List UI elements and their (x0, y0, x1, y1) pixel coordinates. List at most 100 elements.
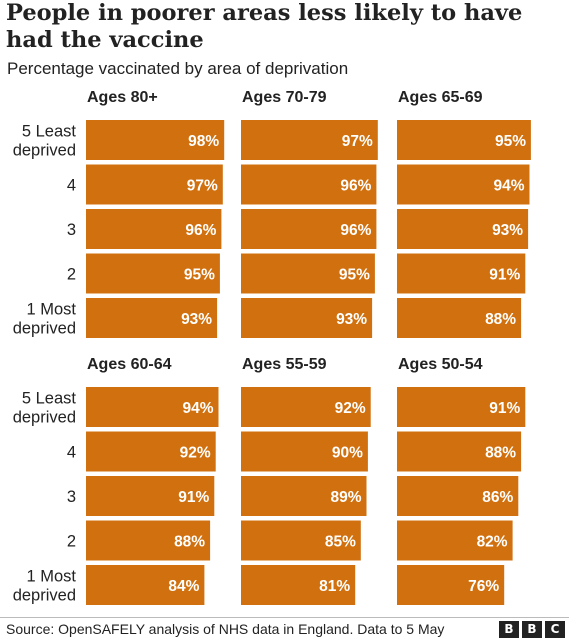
bar-value-label: 92% (180, 445, 211, 462)
bar-value-label: 94% (182, 400, 213, 417)
bar-value-label: 88% (174, 534, 205, 551)
bbc-logo: B B C (499, 621, 565, 638)
bar (241, 387, 371, 427)
category-label: 4 (67, 177, 76, 195)
bar (86, 565, 205, 605)
category-label: 2 (67, 533, 76, 551)
bar-value-label: 91% (489, 400, 520, 417)
bar-value-label: 86% (482, 489, 513, 506)
category-label-line: 4 (67, 177, 76, 195)
bar-value-label: 93% (181, 311, 212, 328)
category-label-line: deprived (13, 142, 76, 160)
category-label-line: 2 (67, 533, 76, 551)
category-label-line: deprived (13, 320, 76, 338)
bar (241, 431, 368, 472)
bar (241, 476, 367, 516)
bar (86, 120, 225, 160)
bar (241, 565, 356, 605)
bar (86, 431, 216, 472)
bar-value-label: 97% (342, 133, 373, 150)
category-label-line: 5 Least (22, 123, 77, 141)
panel-title: Ages 65-69 (398, 89, 483, 106)
bar-value-label: 94% (493, 178, 524, 195)
bar (86, 520, 211, 561)
category-label: 3 (67, 221, 76, 239)
bar (397, 476, 519, 516)
bar (86, 476, 215, 516)
panel-title: Ages 70-79 (242, 89, 327, 106)
category-label-line: 1 Most (26, 301, 76, 319)
bar-value-label: 93% (336, 311, 367, 328)
bar (241, 298, 373, 338)
bar (86, 298, 218, 338)
bar-value-label: 96% (340, 178, 371, 195)
bar (397, 164, 530, 205)
bar-value-label: 89% (330, 489, 361, 506)
bar (241, 120, 378, 160)
category-label-line: 3 (67, 488, 76, 506)
bbc-logo-letter: B (499, 621, 519, 638)
category-label: 5 Least deprived (13, 123, 77, 160)
bar (397, 209, 529, 249)
category-label-line: deprived (13, 409, 76, 427)
bar (241, 253, 375, 294)
bar (397, 565, 505, 605)
bar-value-label: 81% (319, 578, 350, 595)
bar-value-label: 96% (340, 222, 371, 239)
bar-value-label: 97% (187, 178, 218, 195)
panel-title: Ages 80+ (87, 89, 158, 106)
category-label: 1 Most deprived (13, 301, 77, 338)
bar-value-label: 98% (188, 133, 219, 150)
category-label: 2 (67, 266, 76, 284)
bar-value-label: 95% (339, 267, 370, 284)
bar (86, 209, 222, 249)
bar-value-label: 95% (184, 267, 215, 284)
bar (397, 253, 526, 294)
category-label-line: 2 (67, 266, 76, 284)
panel-title: Ages 50-54 (398, 356, 483, 373)
bar (86, 387, 219, 427)
chart-title: People in poorer areas less likely to ha… (6, 0, 523, 53)
bbc-logo-letter: C (545, 621, 565, 638)
bar-value-label: 85% (325, 534, 356, 551)
bar (241, 520, 361, 561)
bar (241, 209, 377, 249)
category-label-line: 5 Least (22, 390, 77, 408)
bar-value-label: 91% (178, 489, 209, 506)
bar-value-label: 91% (489, 267, 520, 284)
category-label: 4 (67, 444, 76, 462)
bar (397, 298, 522, 338)
bar (397, 387, 526, 427)
category-label-line: 4 (67, 444, 76, 462)
bbc-logo-letter: B (522, 621, 542, 638)
footer-divider (0, 617, 569, 618)
chart-subtitle: Percentage vaccinated by area of depriva… (7, 59, 349, 78)
bar (86, 164, 223, 205)
bar (86, 253, 220, 294)
category-label: 3 (67, 488, 76, 506)
bar-value-label: 90% (332, 445, 363, 462)
category-label: 1 Most deprived (13, 568, 77, 605)
bar-value-label: 76% (468, 578, 499, 595)
bar-value-label: 88% (485, 311, 516, 328)
bar-value-label: 84% (168, 578, 199, 595)
source-note: Source: OpenSAFELY analysis of NHS data … (6, 621, 445, 637)
bar-value-label: 95% (495, 133, 526, 150)
category-label-line: 3 (67, 221, 76, 239)
bar (397, 120, 531, 160)
bar (397, 520, 513, 561)
bar-value-label: 88% (485, 445, 516, 462)
panel-title: Ages 55-59 (242, 356, 327, 373)
category-label-line: 1 Most (26, 568, 76, 586)
panel-title: Ages 60-64 (87, 356, 172, 373)
bar-value-label: 96% (185, 222, 216, 239)
bar (241, 164, 377, 205)
category-label: 5 Least deprived (13, 390, 77, 427)
bar-value-label: 82% (477, 534, 508, 551)
bar (397, 431, 522, 472)
bar-value-label: 93% (492, 222, 523, 239)
category-label-line: deprived (13, 587, 76, 605)
bar-value-label: 92% (335, 400, 366, 417)
